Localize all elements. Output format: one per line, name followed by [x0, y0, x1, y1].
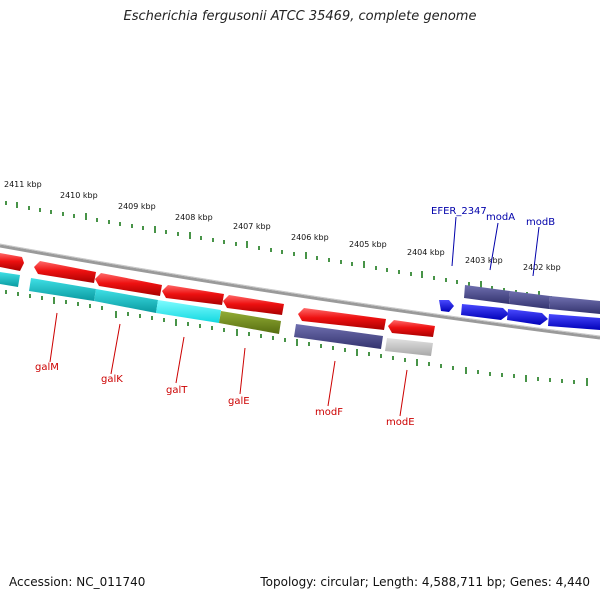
gene-bar-grey-modE[interactable] — [385, 338, 433, 356]
kbp-label-2405: 2405 kbp — [349, 240, 387, 249]
gene-arrow-blue-modB[interactable] — [507, 309, 548, 325]
gene-arrow-red-modF[interactable] — [298, 308, 386, 330]
gene-bar-slate-modB[interactable] — [509, 291, 550, 309]
genome-backbone-highlight — [0, 243, 600, 337]
gene-label-modB: modB — [526, 217, 555, 228]
gene-label-modF: modF — [315, 407, 343, 418]
gene-bar-cyan-galK[interactable] — [94, 289, 158, 313]
gene-bar-cyan-galT[interactable] — [156, 300, 221, 323]
inner-tick-ruler — [5, 290, 588, 386]
gene-label-leaders-red — [49, 312, 408, 417]
kbp-label-2406: 2406 kbp — [291, 233, 329, 242]
kbp-label-2402: 2402 kbp — [523, 263, 561, 272]
kbp-label-2410: 2410 kbp — [60, 191, 98, 200]
gene-arrow-blue-next[interactable] — [548, 314, 600, 330]
gene-label-galT: galT — [166, 385, 188, 396]
genome-stats-label: Topology: circular; Length: 4,588,711 bp… — [260, 575, 590, 589]
gene-arrow-red-galE[interactable] — [223, 295, 284, 315]
gene-arrow-blue-EFER_2347[interactable] — [439, 300, 454, 312]
kbp-label-2403: 2403 kbp — [465, 256, 503, 265]
gene-arrow-red-galT[interactable] — [162, 285, 224, 305]
kbp-label-2408: 2408 kbp — [175, 213, 213, 222]
genome-backbone — [0, 244, 600, 340]
gene-label-galE: galE — [228, 396, 250, 407]
kbp-label-2411: 2411 kbp — [4, 180, 42, 189]
kbp-label-2404: 2404 kbp — [407, 248, 445, 257]
gene-bar-olive-galE[interactable] — [219, 311, 281, 334]
gene-bar-cyan-galM[interactable] — [29, 278, 96, 301]
map-title: Escherichia fergusonii ATCC 35469, compl… — [123, 9, 477, 24]
gene-bar-slate-modF[interactable] — [294, 324, 383, 349]
gene-arrow-blue-modA[interactable] — [461, 304, 509, 320]
gene-bar-cyan-offscreen[interactable] — [0, 272, 20, 287]
gene-label-EFER_2347: EFER_2347 — [431, 206, 487, 217]
accession-label: Accession: NC_011740 — [9, 575, 146, 589]
kbp-label-2407: 2407 kbp — [233, 222, 271, 231]
gene-arrow-red-galM[interactable] — [34, 261, 96, 283]
gene-label-modE: modE — [386, 417, 415, 428]
gene-label-galK: galK — [101, 374, 123, 385]
gene-label-modA: modA — [486, 212, 515, 223]
gene-label-galM: galM — [35, 362, 59, 373]
kbp-label-2409: 2409 kbp — [118, 202, 156, 211]
gene-bar-slate-modA[interactable] — [464, 285, 510, 304]
gene-label-leaders-blue — [451, 216, 540, 277]
gene-arrow-red-offscreen[interactable] — [0, 253, 24, 271]
gene-arrow-red-galK[interactable] — [95, 273, 162, 296]
gene-arrow-red-modE[interactable] — [388, 320, 435, 337]
gene-bar-slate-next[interactable] — [549, 296, 600, 314]
